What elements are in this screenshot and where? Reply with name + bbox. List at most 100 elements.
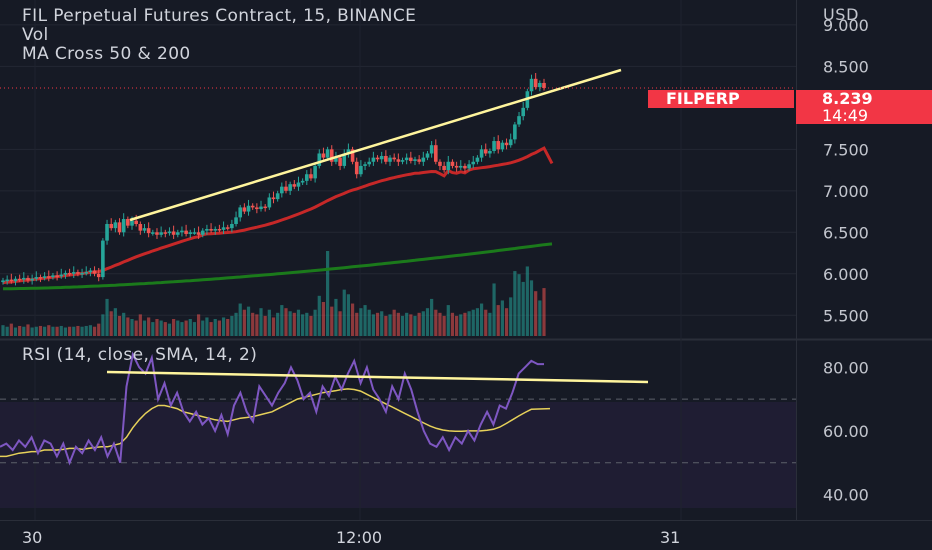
rsi-trendline (106, 370, 649, 384)
candle-body (529, 78, 534, 92)
candle-body (142, 228, 147, 231)
candle-body (242, 207, 247, 212)
last-price: 8.239 (822, 89, 873, 108)
volume-bar (184, 320, 188, 336)
candle-body (175, 232, 180, 235)
rsi-legend: RSI (14, close, SMA, 14, 2) (22, 345, 258, 365)
volume-bar (159, 320, 163, 336)
candle-body (5, 279, 9, 282)
volume-bar (167, 323, 172, 336)
volume-bar (521, 281, 525, 336)
candle-body (454, 165, 459, 168)
volume-bar (409, 314, 413, 336)
volume-bar (496, 305, 500, 336)
candle-body (92, 270, 97, 274)
volume-bar (309, 315, 313, 336)
candle-body (234, 217, 238, 224)
candle-body (425, 153, 430, 158)
candle-body (80, 272, 84, 275)
price-tag: 8.239 14:49 (796, 90, 932, 124)
volume-bar (479, 303, 484, 336)
volume-bar (413, 315, 417, 336)
time-tick-label: 12:00 (336, 528, 382, 547)
candle-body (275, 193, 280, 200)
volume-bar (126, 317, 130, 336)
volume-bar (246, 306, 251, 336)
volume-bar (326, 251, 330, 336)
candle-body (488, 150, 492, 154)
volume-bar (434, 309, 438, 336)
volume-bar (72, 326, 76, 336)
candle-body (76, 272, 80, 274)
volume-bar (296, 309, 301, 336)
candle-body (88, 270, 93, 273)
volume-bar (38, 325, 43, 336)
volume-bar (459, 314, 463, 336)
candle-body (309, 174, 313, 179)
volume-bar (276, 312, 280, 336)
candle-body (121, 219, 126, 233)
rsi-band (0, 402, 796, 508)
candle-body (479, 149, 484, 158)
volume-bar (109, 311, 113, 336)
volume-bar (205, 317, 209, 336)
candle-body (409, 157, 413, 161)
candle-body (492, 141, 496, 151)
price-tick-label: 9.000 (823, 16, 869, 35)
rsi-tick-label: 80.00 (823, 358, 869, 377)
candle-body (67, 272, 72, 275)
volume-bar (5, 326, 9, 336)
volume-bar (176, 320, 180, 336)
candle-body (146, 228, 151, 234)
volume-bar (538, 300, 542, 336)
volume-bar (122, 312, 126, 336)
volume-bar (430, 298, 434, 336)
candle-body (1, 280, 5, 283)
volume-bar (446, 305, 450, 336)
price-tick-label: 6.000 (823, 265, 869, 284)
candle-body (379, 155, 384, 160)
candle-body (533, 78, 538, 88)
candle-body (371, 157, 376, 162)
volume-bar (9, 323, 13, 336)
volume-bar (138, 314, 142, 336)
volume-bar (542, 288, 546, 336)
volume-bar (113, 308, 117, 336)
volume-bar (313, 309, 317, 336)
candle-body (521, 107, 525, 117)
price-tick-label: 6.500 (823, 223, 869, 242)
volume-bar (192, 322, 197, 336)
volume-bar (388, 314, 392, 336)
candle-body (51, 275, 55, 278)
candle-body (213, 228, 218, 231)
volume-bar (500, 300, 504, 336)
candle-body (209, 228, 213, 231)
candle-body (350, 149, 355, 162)
candle-body (192, 232, 197, 234)
candle-body (34, 277, 39, 279)
candle-body (542, 82, 546, 89)
candle-body (105, 224, 109, 241)
volume-bar (267, 309, 271, 336)
volume-bar (284, 308, 288, 336)
candle-body (467, 164, 471, 169)
candle-body (517, 116, 521, 125)
candle-body (284, 186, 288, 191)
countdown: 14:49 (822, 106, 869, 125)
volume-bar (226, 319, 230, 336)
volume-bar (517, 274, 521, 336)
volume-bar (334, 298, 338, 336)
candle-body (167, 231, 172, 234)
volume-bar (230, 315, 234, 336)
volume-bar (22, 326, 26, 336)
candle-body (342, 153, 347, 166)
candle-body (434, 145, 438, 162)
volume-bar (504, 308, 509, 336)
volume-bar (317, 295, 321, 336)
candle-body (375, 157, 380, 160)
volume-bar (425, 308, 430, 336)
volume-bar (67, 326, 72, 336)
candle-body (442, 165, 446, 171)
